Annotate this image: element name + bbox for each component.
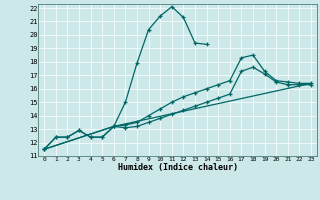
X-axis label: Humidex (Indice chaleur): Humidex (Indice chaleur)	[118, 163, 238, 172]
